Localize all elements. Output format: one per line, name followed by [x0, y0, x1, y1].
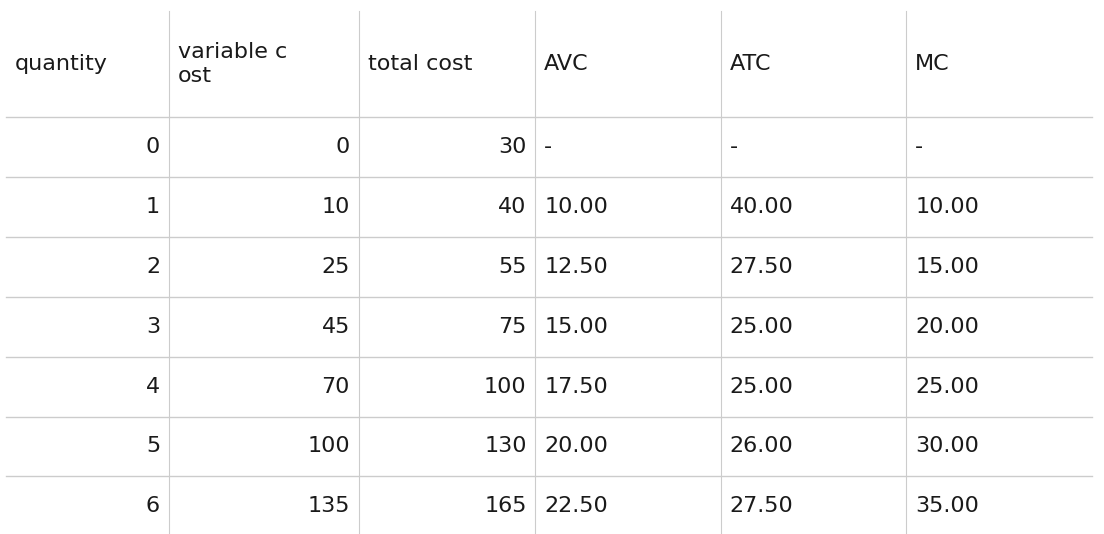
Text: 15.00: 15.00: [544, 317, 608, 337]
Text: 25.00: 25.00: [915, 376, 979, 397]
Text: 3: 3: [146, 317, 160, 337]
Text: 25.00: 25.00: [730, 317, 794, 337]
Text: 40.00: 40.00: [730, 197, 794, 217]
Text: 130: 130: [485, 436, 527, 457]
Text: 20.00: 20.00: [915, 317, 979, 337]
Text: 10.00: 10.00: [544, 197, 608, 217]
Text: 55: 55: [498, 257, 527, 277]
Text: 35.00: 35.00: [915, 496, 979, 516]
Text: 12.50: 12.50: [544, 257, 608, 277]
Text: variable c
ost: variable c ost: [178, 42, 287, 86]
Text: ATC: ATC: [730, 54, 772, 74]
Text: 75: 75: [498, 317, 527, 337]
Text: 0: 0: [336, 137, 350, 158]
Text: 27.50: 27.50: [730, 496, 794, 516]
Text: MC: MC: [915, 54, 949, 74]
Text: 165: 165: [485, 496, 527, 516]
Text: 20.00: 20.00: [544, 436, 608, 457]
Text: 15.00: 15.00: [915, 257, 979, 277]
Text: 1: 1: [146, 197, 160, 217]
Text: 25.00: 25.00: [730, 376, 794, 397]
Text: 22.50: 22.50: [544, 496, 608, 516]
Text: 100: 100: [484, 376, 527, 397]
Text: 2: 2: [146, 257, 160, 277]
Text: 135: 135: [308, 496, 350, 516]
Text: 5: 5: [146, 436, 160, 457]
Text: 10.00: 10.00: [915, 197, 979, 217]
Text: 17.50: 17.50: [544, 376, 608, 397]
Text: 25: 25: [321, 257, 350, 277]
Text: AVC: AVC: [544, 54, 588, 74]
Text: 27.50: 27.50: [730, 257, 794, 277]
Text: -: -: [730, 137, 737, 158]
Text: 26.00: 26.00: [730, 436, 794, 457]
Text: -: -: [544, 137, 552, 158]
Text: 0: 0: [146, 137, 160, 158]
Text: 30.00: 30.00: [915, 436, 979, 457]
Text: 45: 45: [321, 317, 350, 337]
Text: 70: 70: [321, 376, 350, 397]
Text: total cost: total cost: [368, 54, 473, 74]
Text: 4: 4: [146, 376, 160, 397]
Text: 6: 6: [146, 496, 160, 516]
Text: 100: 100: [307, 436, 350, 457]
Text: 10: 10: [321, 197, 350, 217]
Text: quantity: quantity: [14, 54, 107, 74]
Text: 30: 30: [498, 137, 527, 158]
Text: -: -: [915, 137, 923, 158]
Text: 40: 40: [498, 197, 527, 217]
